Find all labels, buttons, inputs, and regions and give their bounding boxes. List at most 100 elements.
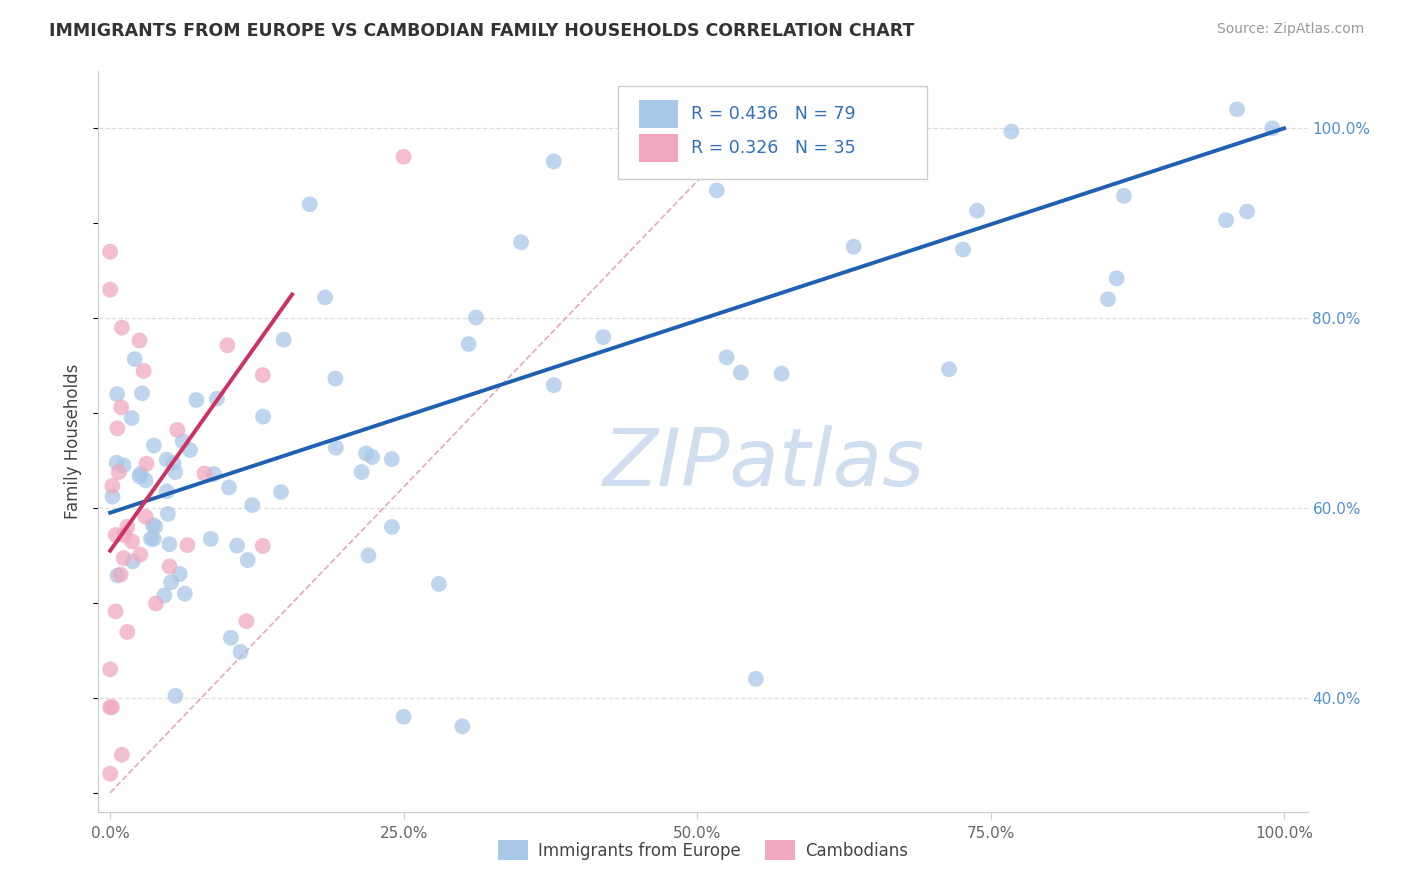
Point [354, 446, 377, 460]
Point [139, 532, 162, 546]
Point [121, 554, 143, 568]
Point [357, 549, 380, 563]
Point [966, 203, 988, 218]
Point [427, 577, 450, 591]
Point [128, 469, 150, 483]
Point [226, 539, 249, 553]
Point [1236, 204, 1258, 219]
Point [156, 507, 179, 521]
Point [240, 498, 263, 512]
Point [1215, 213, 1237, 227]
Point [142, 532, 165, 546]
Point [510, 235, 533, 250]
Point [1097, 292, 1119, 306]
Point [716, 351, 738, 365]
Point [543, 154, 565, 169]
Point [1226, 103, 1249, 117]
Point [157, 537, 180, 551]
Bar [638, 100, 678, 128]
Point [592, 330, 614, 344]
Point [124, 352, 146, 367]
Point [205, 392, 228, 406]
Point [1000, 124, 1022, 138]
Point [172, 434, 194, 449]
Point [104, 528, 127, 542]
Point [166, 423, 188, 437]
Point [135, 473, 157, 487]
Point [111, 747, 134, 762]
Point [770, 367, 793, 381]
Text: Source: ZipAtlas.com: Source: ZipAtlas.com [1216, 22, 1364, 37]
Point [101, 479, 124, 493]
Point [706, 183, 728, 197]
Point [270, 485, 292, 500]
Point [1112, 189, 1135, 203]
Point [143, 519, 166, 533]
Point [142, 439, 165, 453]
Point [325, 441, 347, 455]
Point [129, 467, 152, 481]
Point [162, 456, 184, 470]
Point [156, 484, 179, 499]
Point [229, 645, 252, 659]
Point [745, 672, 768, 686]
Point [202, 467, 225, 481]
Point [273, 333, 295, 347]
Point [129, 548, 152, 562]
Point [153, 588, 176, 602]
Point [173, 587, 195, 601]
Point [104, 604, 127, 618]
Point [121, 411, 143, 425]
Point [200, 532, 222, 546]
Point [361, 450, 384, 464]
Point [105, 456, 128, 470]
Point [314, 290, 336, 304]
Point [98, 283, 121, 297]
Point [131, 386, 153, 401]
Point [252, 409, 274, 424]
Point [381, 452, 404, 467]
Point [111, 320, 134, 334]
Bar [638, 135, 678, 162]
Point [218, 480, 240, 494]
Point [121, 534, 143, 549]
Point [107, 568, 129, 582]
Point [381, 520, 404, 534]
Point [219, 631, 242, 645]
Point [159, 559, 181, 574]
Point [938, 362, 960, 376]
Point [1105, 271, 1128, 285]
Point [465, 310, 488, 325]
Point [101, 700, 124, 714]
Point [114, 528, 136, 542]
Point [117, 624, 139, 639]
Point [169, 566, 191, 581]
Point [98, 244, 121, 259]
Point [179, 443, 201, 458]
Point [101, 490, 124, 504]
Point [1261, 121, 1284, 136]
Text: R = 0.436   N = 79: R = 0.436 N = 79 [690, 104, 855, 122]
Point [176, 538, 198, 552]
Point [217, 338, 239, 352]
Point [252, 368, 274, 383]
Point [98, 700, 121, 714]
Point [110, 401, 132, 415]
Point [156, 452, 179, 467]
FancyBboxPatch shape [619, 87, 927, 178]
Point [112, 551, 135, 566]
Y-axis label: Family Households: Family Households [65, 364, 83, 519]
Point [98, 662, 121, 676]
Point [730, 366, 752, 380]
Point [193, 467, 215, 481]
Point [107, 465, 129, 479]
Point [252, 539, 274, 553]
Point [115, 520, 138, 534]
Point [165, 465, 187, 479]
Point [142, 518, 165, 533]
Point [112, 458, 135, 473]
Point [145, 597, 167, 611]
Point [298, 197, 321, 211]
Point [135, 457, 157, 471]
Point [186, 392, 208, 407]
